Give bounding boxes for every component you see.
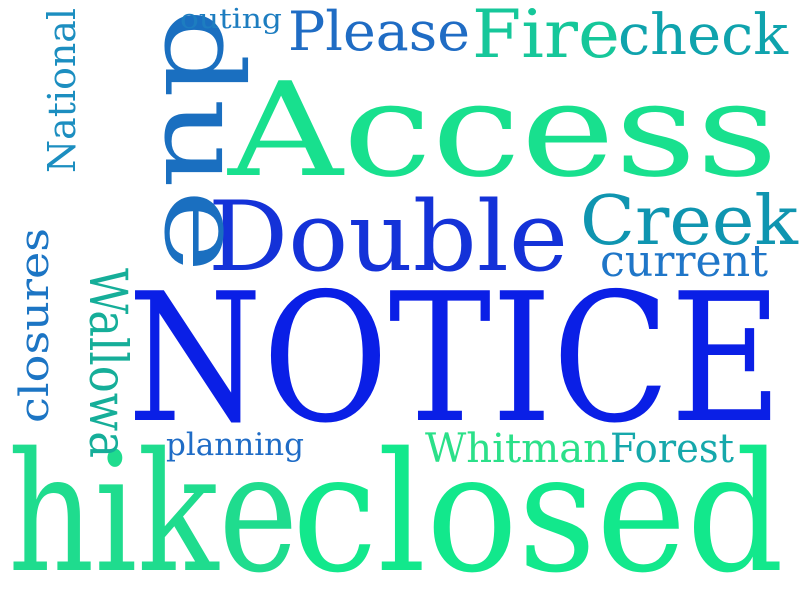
word-double: Double: [208, 181, 568, 293]
word-planning: planning: [166, 427, 304, 463]
word-outing: outing: [180, 4, 282, 35]
word-access: Access: [227, 54, 778, 206]
word-creek: Creek: [580, 182, 799, 261]
word-check: check: [618, 3, 789, 68]
word-fire: Fire: [472, 0, 620, 73]
word-closures: closures: [12, 228, 58, 423]
word-due: due: [140, 8, 265, 273]
word-please: Please: [288, 0, 470, 63]
word-notice: NOTICE: [128, 255, 783, 462]
word-hike: hike: [8, 417, 298, 600]
word-closed: closed: [292, 417, 784, 600]
word-forest: Forest: [610, 426, 734, 472]
word-whitman: Whitman: [425, 426, 609, 472]
word-current: current: [600, 236, 768, 287]
word-national: National: [40, 8, 84, 173]
word-wallowa: Wallowa: [77, 268, 137, 458]
